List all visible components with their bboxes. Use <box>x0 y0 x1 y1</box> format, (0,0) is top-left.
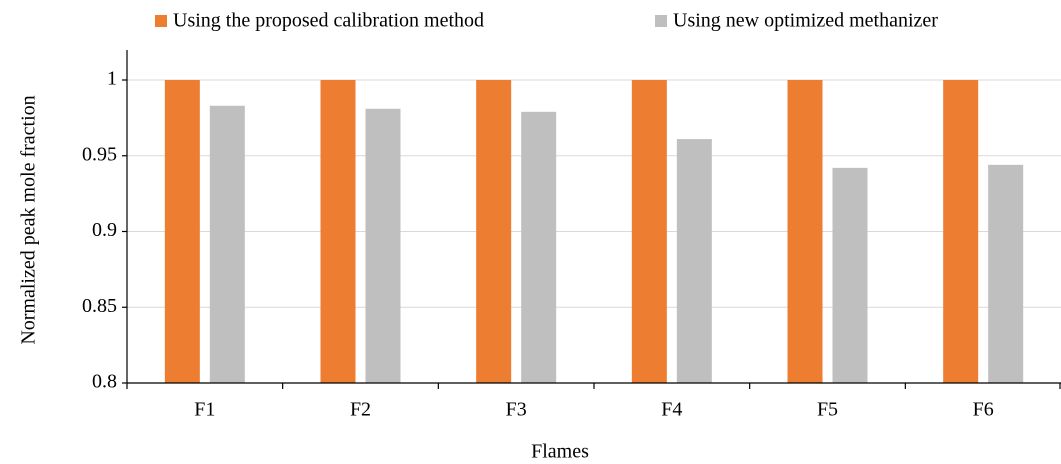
bar <box>521 111 557 383</box>
x-tick-label: F5 <box>817 399 838 421</box>
y-axis-label: Normalized peak mole fraction <box>18 95 40 344</box>
bar <box>988 164 1024 383</box>
y-tick-label: 0.95 <box>82 143 117 165</box>
x-tick-label: F4 <box>661 399 682 421</box>
legend-swatch <box>655 15 667 27</box>
bar <box>365 108 401 383</box>
bar <box>676 139 712 383</box>
y-tick-label: 0.8 <box>92 371 117 393</box>
bar <box>209 105 245 383</box>
bar <box>631 80 667 383</box>
bar <box>943 80 979 383</box>
bar <box>832 167 868 383</box>
y-tick-label: 0.9 <box>92 219 117 241</box>
x-tick-label: F3 <box>506 399 527 421</box>
x-tick-label: F6 <box>973 399 994 421</box>
legend-label: Using new optimized methanizer <box>673 10 938 32</box>
legend-label: Using the proposed calibration method <box>173 10 484 32</box>
bar <box>320 80 356 383</box>
x-tick-label: F2 <box>350 399 371 421</box>
x-axis-label: Flames <box>531 441 589 463</box>
bar <box>476 80 512 383</box>
x-tick-label: F1 <box>194 399 215 421</box>
bar <box>787 80 823 383</box>
y-tick-label: 1 <box>107 68 117 90</box>
bar <box>164 80 200 383</box>
legend-swatch <box>155 15 167 27</box>
y-tick-label: 0.85 <box>82 295 117 317</box>
